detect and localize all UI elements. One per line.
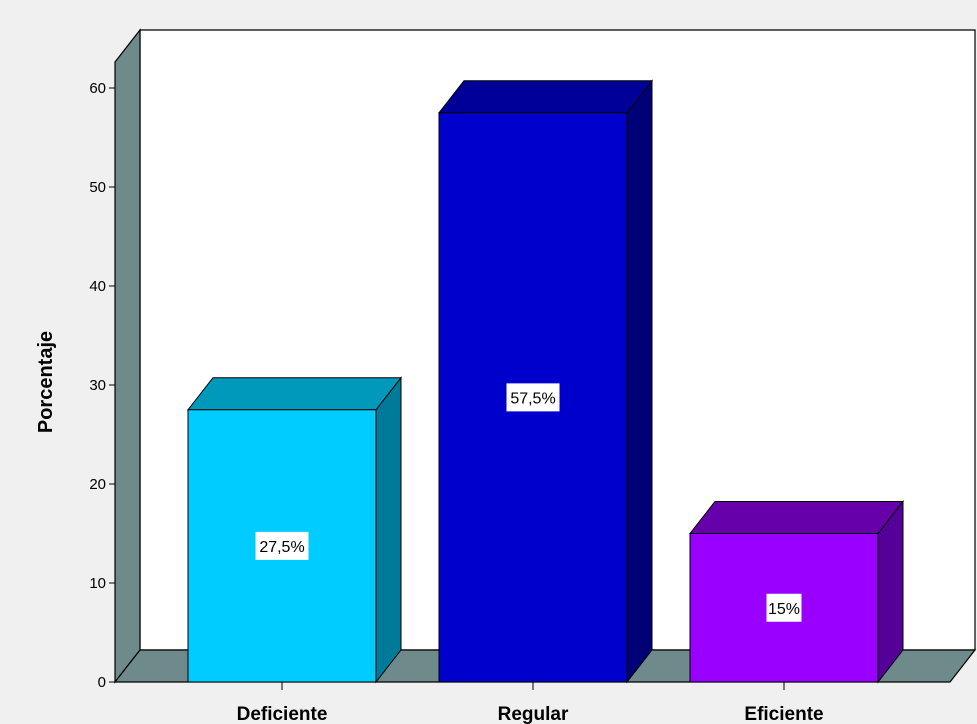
x-tick-label: Regular [498, 704, 569, 724]
y-axis: 0 10 20 30 40 50 60 [89, 62, 116, 691]
y-tick-label: 10 [89, 575, 106, 592]
bar-side [626, 79, 653, 684]
y-tick-label: 30 [89, 377, 106, 394]
x-tick-label: Deficiente [237, 704, 328, 724]
left-wall [114, 28, 141, 684]
x-axis: Deficiente Regular Eficiente [109, 681, 950, 724]
bar-top [186, 377, 403, 411]
y-axis-title: Porcentaje [35, 331, 57, 433]
y-tick-label: 0 [98, 674, 106, 691]
y-tick-label: 20 [89, 476, 106, 493]
bar-top [688, 501, 905, 534]
data-label: 57,5% [510, 390, 555, 407]
bar-eficiente: 15% [688, 500, 905, 684]
data-label: 15% [768, 601, 800, 618]
data-label-box [255, 531, 309, 560]
y-tick-label: 50 [89, 179, 106, 196]
bar-side [375, 376, 402, 684]
bars: 27,5% 57,5% 15% [186, 79, 905, 684]
x-tick-label: Eficiente [744, 704, 823, 724]
bar-deficiente: 27,5% [186, 376, 403, 684]
data-label: 27,5% [259, 539, 304, 556]
data-label-box [506, 383, 560, 412]
y-tick-label: 60 [89, 80, 106, 97]
data-label-box [766, 593, 802, 622]
y-tick-label: 40 [89, 278, 106, 295]
bar-regular: 57,5% [437, 79, 654, 684]
bar-top [437, 80, 654, 114]
